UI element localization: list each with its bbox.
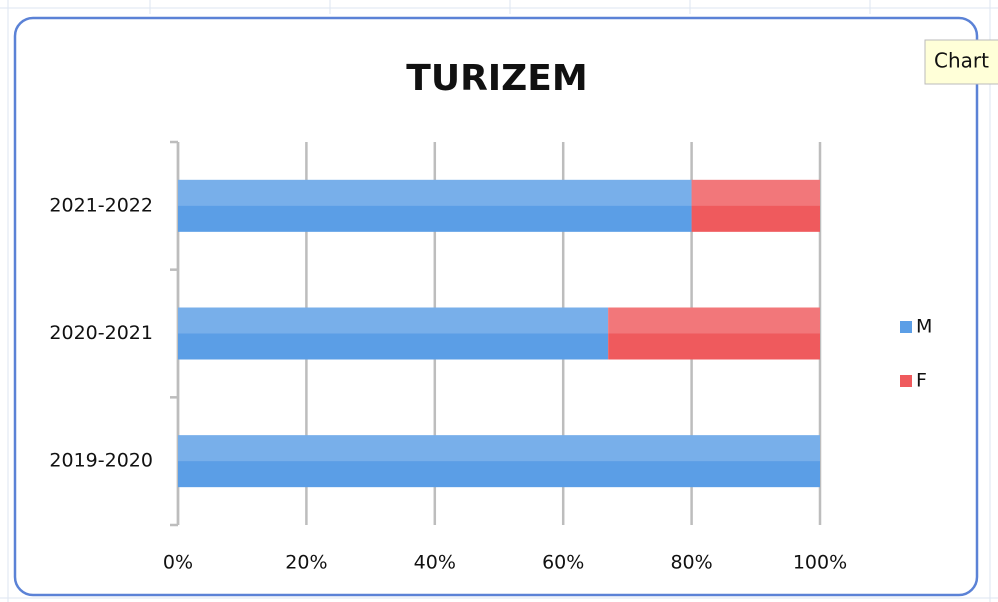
bar-shine — [691, 179, 820, 206]
legend-swatch — [900, 321, 912, 333]
bar-segment — [178, 435, 820, 488]
chart-frame[interactable] — [13, 16, 979, 597]
tooltip-box — [924, 39, 998, 85]
x-tick-label: 100% — [793, 552, 847, 574]
x-tick-label: 40% — [414, 552, 456, 574]
bar-shine — [178, 307, 609, 334]
legend-swatch — [900, 375, 912, 387]
y-tick-label: 2021-2022 — [49, 194, 153, 216]
x-tick-label: 80% — [670, 552, 712, 574]
tooltip: Chart — [934, 49, 989, 73]
y-tick-label: 2019-2020 — [49, 450, 153, 472]
bar-shine — [608, 307, 820, 334]
legend-label: M — [916, 316, 932, 338]
x-tick-label: 60% — [542, 552, 584, 574]
bar-shine — [178, 435, 820, 462]
bar-shine — [178, 179, 692, 206]
chart-title: TURIZEM — [406, 58, 587, 99]
x-tick-label: 20% — [285, 552, 327, 574]
bar-segment — [691, 179, 820, 232]
bar-segment — [178, 179, 692, 232]
plot-area: 0% 20% 40% 60% 80% 100% 2019-2020 2020-2021 2021… — [49, 140, 932, 574]
y-tick-label: 2020-2021 — [49, 322, 153, 344]
bar-segment — [608, 307, 820, 360]
bar-segment — [178, 307, 609, 360]
legend-label: F — [916, 370, 927, 392]
x-tick-label: 0% — [163, 552, 193, 574]
